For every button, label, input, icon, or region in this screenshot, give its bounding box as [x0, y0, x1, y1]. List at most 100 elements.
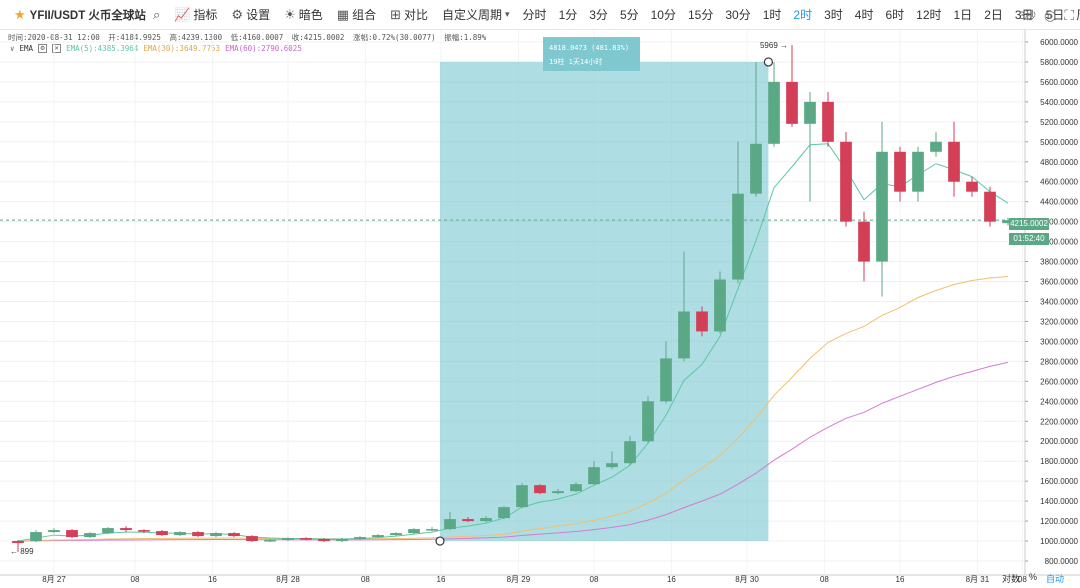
auto-scale-toggle[interactable]: 自动 [1046, 574, 1065, 584]
y-tick-label: 3200.0000 [1040, 317, 1078, 326]
x-tick-label: 08 [1018, 575, 1027, 584]
timeframe-0[interactable]: 分时 [522, 8, 547, 22]
x-tick-label: 08 [361, 575, 370, 584]
timeframe-8[interactable]: 2时 [793, 8, 813, 22]
timeframe-7[interactable]: 1时 [762, 8, 782, 22]
candle-body [498, 507, 510, 519]
y-tick-label: 4200.0000 [1040, 218, 1078, 227]
close-value: 收:4215.0002 [291, 33, 345, 42]
timeframe-16[interactable]: 5日 [1045, 8, 1065, 22]
indicators-button[interactable]: 📈 指标 [167, 0, 224, 30]
toolbar: ★ YFII/USDT 火币全球站 ⌕ 📈 指标 ⚙ 设置 ☀ 暗色 ▦ 组合 ⊞ 对比 … [0, 0, 1080, 30]
x-tick-label: 8月 30 [735, 575, 759, 584]
refresh-interval-label[interactable]: 3秒 [1018, 10, 1036, 22]
timeframe-2[interactable]: 3分 [589, 8, 608, 22]
y-tick-label: 3800.0000 [1040, 258, 1078, 267]
candle-body [750, 143, 762, 194]
star-icon[interactable]: ★ [14, 6, 26, 22]
collapse-icon[interactable]: ∨ [10, 44, 15, 53]
low-value: 低:4160.0007 [230, 33, 284, 42]
candle-body [480, 518, 492, 522]
candle-body [444, 519, 456, 530]
timeframe-11[interactable]: 6时 [885, 8, 905, 22]
candle-body [192, 532, 204, 537]
timeframe-17[interactable]: 周K [1070, 6, 1080, 23]
candle-body [894, 151, 906, 192]
timeframe-13[interactable]: 1日 [953, 8, 973, 22]
x-tick-label: 08 [820, 575, 829, 584]
candle-body [372, 535, 384, 538]
settings-button[interactable]: ⚙ 设置 [224, 0, 277, 30]
candle-body [138, 530, 150, 532]
timeframe-list: 分时 1分 3分 5分 10分 15分 30分 1时 2时 3时 4时 6时 12时 1日 2日 3日 5日周K [517, 6, 1080, 23]
timeframe-5[interactable]: 15分 [687, 8, 714, 22]
y-tick-label: 1600.0000 [1040, 477, 1078, 486]
gear-icon: ⚙ [231, 6, 244, 22]
candle-body [12, 541, 24, 544]
y-tick-label: 4800.0000 [1040, 158, 1078, 167]
pair-label: YFII/USDT 火币全球站 [29, 9, 146, 22]
grid-icon: ▦ [336, 6, 350, 22]
log-scale-toggle[interactable]: 对数 [1002, 574, 1021, 584]
candle-body [174, 532, 186, 536]
x-tick-label: 16 [667, 575, 676, 584]
ema30-value: EMA(30):3649.7753 [143, 44, 221, 53]
close-box-icon[interactable]: ✕ [52, 44, 62, 53]
y-tick-label: 2400.0000 [1040, 397, 1078, 406]
combine-label: 组合 [352, 8, 377, 22]
timeframe-12[interactable]: 12时 [916, 8, 942, 22]
ema-legend: ∨ EMA ⚙ ✕ EMA(5):4385.3964 EMA(30):3649.… [10, 44, 302, 53]
camera-icon[interactable]: ◎ [1043, 6, 1057, 23]
candle-body [660, 358, 672, 402]
y-tick-label: 3000.0000 [1040, 337, 1078, 346]
candle-body [1002, 220, 1014, 224]
timeframe-3[interactable]: 5分 [619, 8, 639, 22]
custom-period-dropdown[interactable]: 自定义周期 ▾ [435, 0, 517, 30]
high-marker: 5969 → [760, 41, 788, 50]
fullscreen-icon[interactable]: ⛶ [1064, 6, 1074, 23]
candle-body [588, 467, 600, 485]
sun-icon: ☀ [284, 6, 296, 22]
candle-body [156, 531, 168, 536]
timeframe-6[interactable]: 30分 [725, 8, 751, 22]
timeframe-1[interactable]: 1分 [558, 8, 578, 22]
y-tick-label: 5000.0000 [1040, 138, 1078, 147]
ema60-line [17, 361, 1009, 542]
candle-body [66, 530, 78, 538]
candle-body [102, 528, 114, 534]
combine-button[interactable]: ▦ 组合 [330, 0, 383, 30]
candle-body [30, 532, 42, 542]
search-icon: ⌕ [152, 6, 161, 22]
price-chart[interactable]: 800.0000 1000.0000 1200.0000 1400.0000 1600.… [0, 30, 1080, 588]
timeframe-15[interactable]: 3日 [1014, 8, 1034, 22]
timeframe-9[interactable]: 3时 [824, 8, 843, 22]
candle-body [678, 311, 690, 359]
timeframe-10[interactable]: 4时 [854, 8, 874, 22]
axis-options: 对数 % 自动 [1002, 572, 1064, 585]
timeframe-14[interactable]: 2日 [984, 8, 1003, 22]
timeframe-4[interactable]: 10分 [650, 8, 676, 22]
x-tick-label: 8月 27 [42, 575, 66, 584]
percent-scale-toggle[interactable]: % [1029, 572, 1038, 582]
theme-button[interactable]: ☀ 暗色 [277, 0, 330, 30]
measure-start-point [435, 536, 445, 546]
candle-body [948, 141, 960, 182]
pair-selector[interactable]: ★ YFII/USDT 火币全球站 [0, 7, 146, 23]
x-tick-label: 16 [208, 575, 217, 584]
y-tick-label: 1000.0000 [1040, 537, 1078, 546]
x-tick-label: 16 [896, 575, 905, 584]
y-tick-label: 1200.0000 [1040, 517, 1078, 526]
settings-box-icon[interactable]: ⚙ [38, 44, 48, 53]
ema30-line [17, 276, 1009, 542]
candle-body [570, 484, 582, 492]
candle-body [786, 81, 798, 124]
search-button[interactable]: ⌕ [146, 0, 167, 30]
compare-button[interactable]: ⊞ 对比 [383, 0, 435, 30]
ema60-value: EMA(60):2790.6025 [225, 44, 302, 53]
candle-body [228, 533, 240, 537]
y-tick-label: 5400.0000 [1040, 98, 1078, 107]
x-tick-label: 8月 29 [507, 575, 531, 584]
candle-body [858, 221, 870, 262]
candle-body [642, 401, 654, 442]
